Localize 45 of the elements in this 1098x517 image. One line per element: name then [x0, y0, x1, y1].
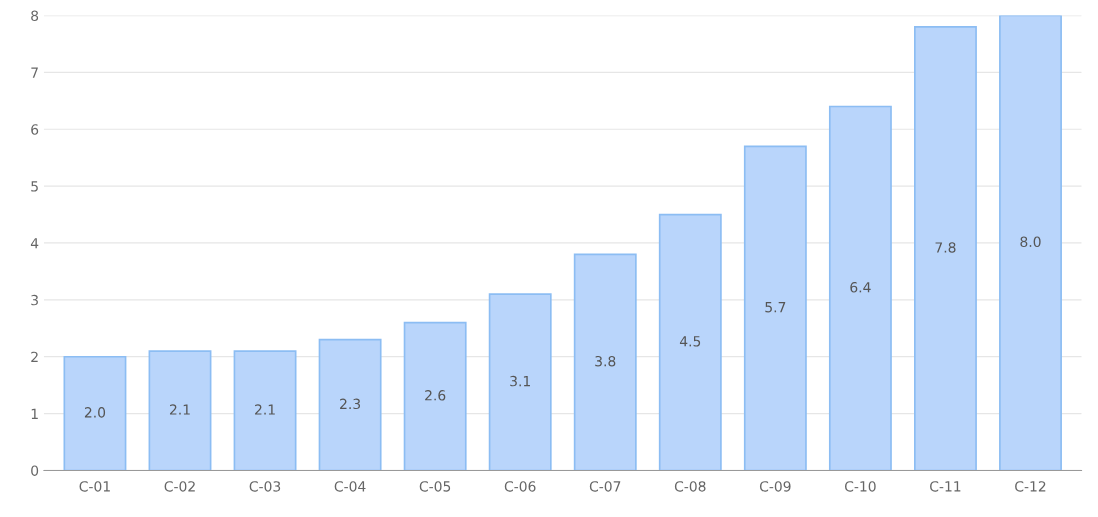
bar — [658, 213, 722, 471]
x-tick-label: C-12 — [1015, 481, 1046, 492]
x-tick-label: C-04 — [334, 481, 366, 492]
y-tick-label: 6 — [31, 124, 39, 135]
data-label: 5.7 — [765, 302, 786, 313]
data-label: 3.8 — [595, 355, 616, 367]
y-tick-label: 5 — [31, 181, 38, 192]
y-tick-label: 3 — [31, 294, 38, 306]
bar — [828, 105, 892, 471]
x-tick-label: C-08 — [674, 481, 706, 492]
data-label: 2.1 — [169, 404, 190, 415]
data-label: 2.6 — [425, 390, 446, 401]
y-tick-label: 1 — [31, 408, 38, 419]
x-tick-label: C-09 — [759, 481, 791, 492]
data-label: 6.4 — [850, 282, 871, 293]
data-label: 2.1 — [255, 404, 275, 415]
x-tick-label: C-05 — [419, 481, 451, 492]
data-label: 8.0 — [1020, 236, 1041, 248]
data-label: 4.5 — [679, 336, 701, 347]
y-tick-label: 7 — [31, 67, 38, 78]
bar — [913, 26, 977, 471]
x-tick-label: C-06 — [504, 481, 536, 492]
bar — [573, 253, 637, 471]
bar — [233, 350, 297, 471]
bar — [999, 15, 1062, 471]
bar — [318, 338, 382, 471]
y-tick-label: 0 — [31, 465, 39, 476]
y-tick-label: 2 — [31, 351, 38, 363]
bar — [63, 355, 127, 471]
x-tick-label: C-07 — [589, 481, 621, 492]
x-tick-label: C-11 — [930, 481, 961, 492]
data-label: 2.0 — [84, 407, 106, 418]
y-tick-label: 4 — [30, 238, 39, 249]
bar — [403, 321, 467, 471]
x-tick-label: C-01 — [79, 481, 110, 492]
bar — [743, 145, 807, 471]
data-label: 7.8 — [935, 242, 956, 253]
bar — [488, 293, 552, 471]
x-tick-label: C-02 — [164, 481, 195, 492]
x-tick-label: C-03 — [249, 481, 281, 492]
data-label: 3.1 — [510, 375, 530, 387]
data-label: 2.3 — [340, 398, 361, 410]
bar — [148, 350, 212, 471]
y-tick-label: 8 — [31, 10, 39, 21]
x-tick-label: C-10 — [844, 481, 876, 492]
